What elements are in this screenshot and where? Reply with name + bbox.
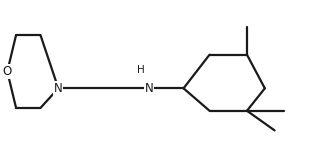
Text: H: H bbox=[137, 65, 145, 75]
Text: O: O bbox=[3, 65, 12, 78]
Text: N: N bbox=[54, 82, 63, 95]
Text: N: N bbox=[145, 82, 154, 95]
